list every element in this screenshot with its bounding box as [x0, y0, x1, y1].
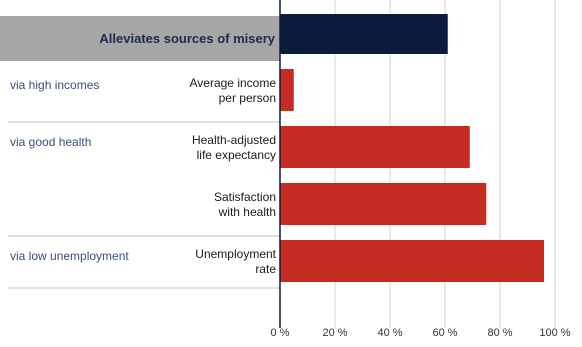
- x-tick-label: 60 %: [432, 327, 457, 339]
- group-label: via good health: [10, 135, 91, 149]
- header-band: [0, 16, 280, 61]
- separators: [8, 121, 280, 289]
- x-tick-label: 40 %: [377, 327, 402, 339]
- bar: [280, 240, 544, 282]
- bar: [280, 126, 470, 168]
- bar-header: [280, 14, 448, 54]
- bars: [280, 14, 544, 282]
- group-label: via high incomes: [10, 78, 99, 92]
- header-label: Alleviates sources of misery: [99, 31, 275, 46]
- bar: [280, 183, 487, 225]
- x-tick-label: 0 %: [271, 327, 290, 339]
- category-label: rate: [255, 262, 276, 276]
- category-label: Health-adjusted: [192, 133, 276, 147]
- category-label: Average income: [190, 76, 277, 90]
- category-label: per person: [219, 91, 276, 105]
- category-label: life expectancy: [197, 148, 276, 162]
- x-tick-label: 20 %: [322, 327, 347, 339]
- x-tick-label: 80 %: [487, 327, 512, 339]
- category-label: with health: [218, 205, 276, 219]
- category-label: Unemployment: [195, 247, 276, 261]
- x-tick-labels: 0 % 20 % 40 % 60 % 80 % 100 %: [271, 327, 571, 339]
- x-tick-label: 100 %: [539, 327, 570, 339]
- group-label: via low unemployment: [10, 249, 129, 263]
- group-labels: via high incomes via good health via low u…: [10, 78, 129, 263]
- bar: [280, 69, 294, 111]
- category-label: Satisfaction: [214, 190, 276, 204]
